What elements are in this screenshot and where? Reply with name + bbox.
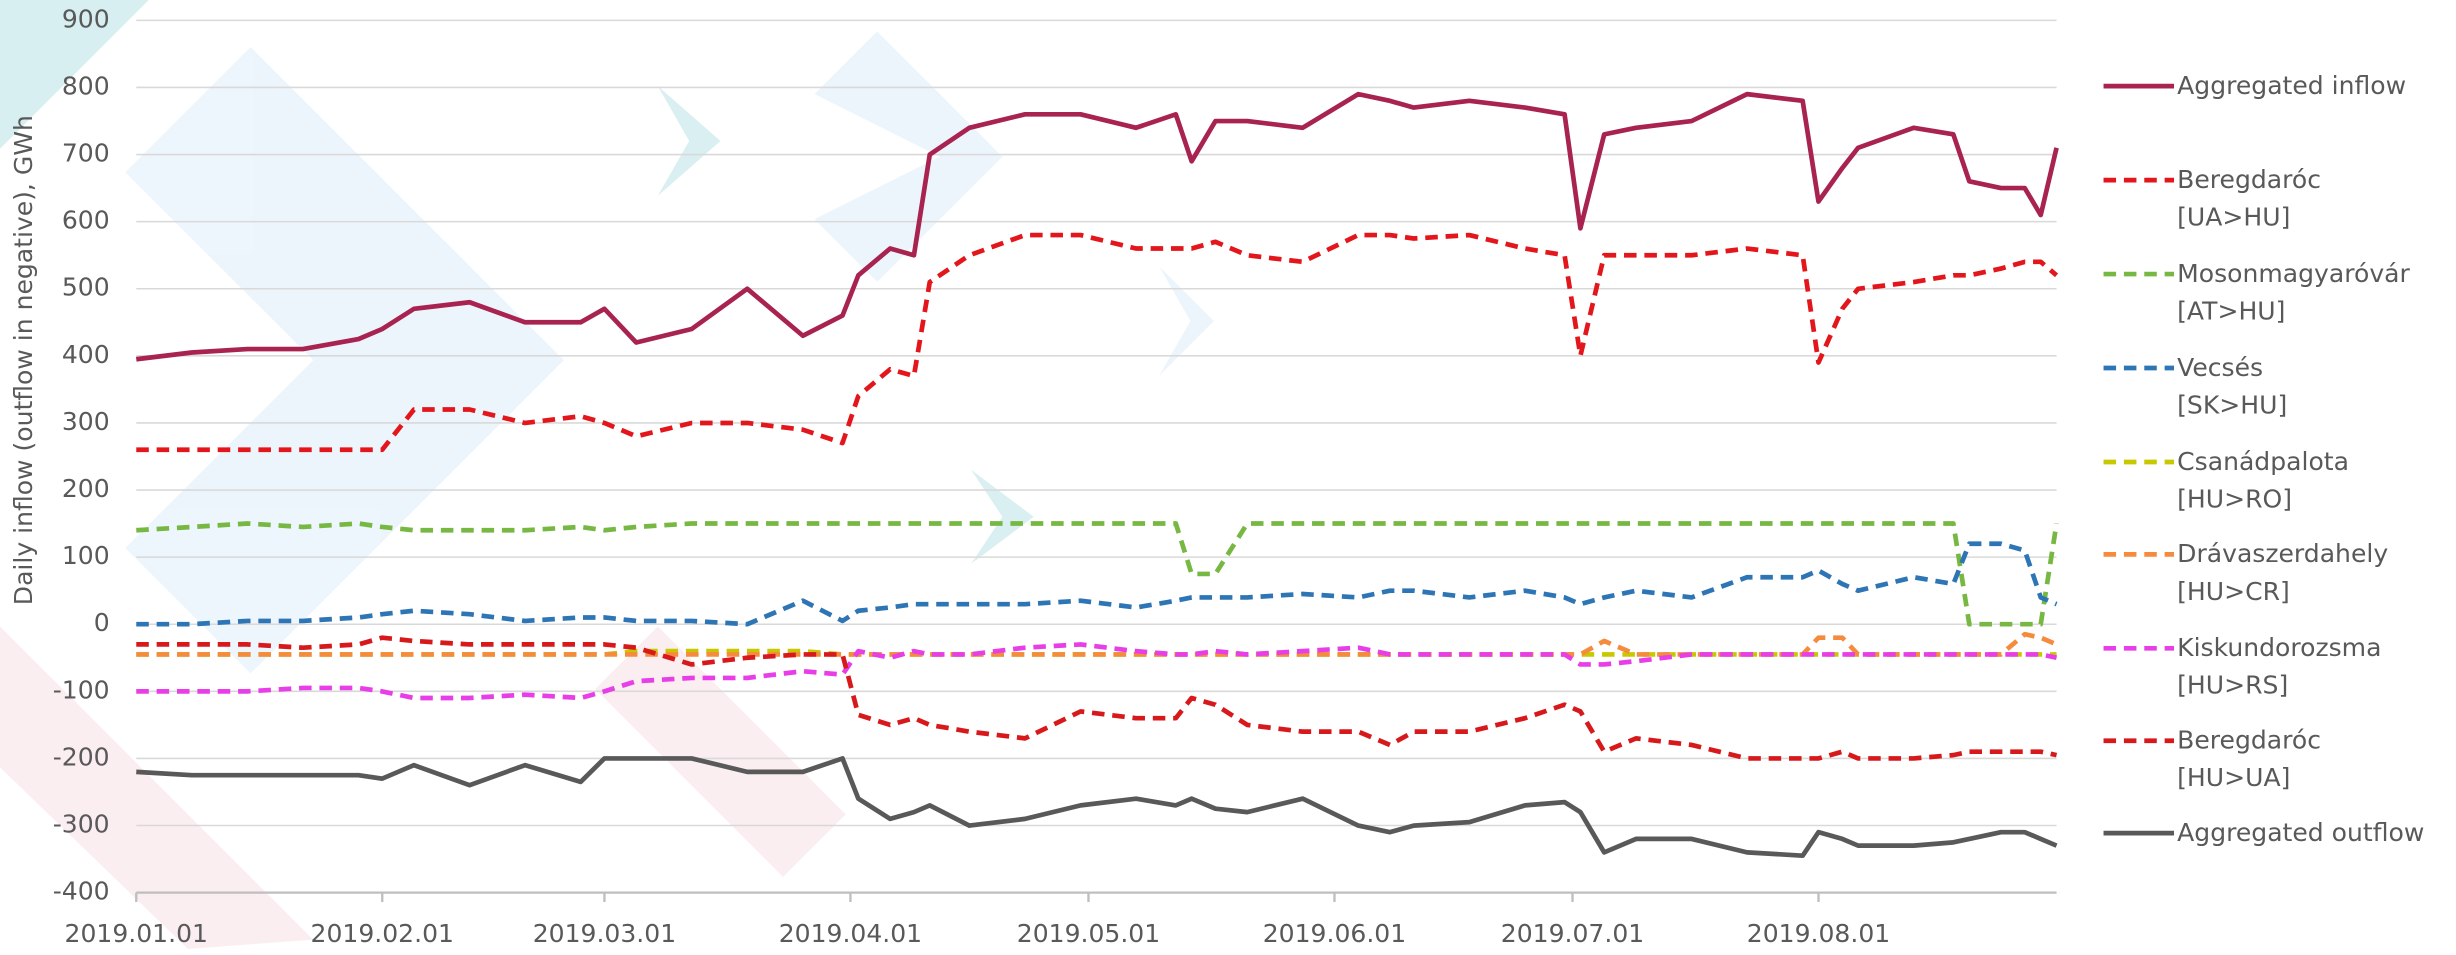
legend-item: Csanádpalota [HU>RO] bbox=[2099, 443, 2349, 518]
series-line bbox=[136, 541, 2058, 627]
legend-item: Beregdaróc [HU>UA] bbox=[2099, 722, 2321, 797]
legend-label: Kiskundorozsma [HU>RS] bbox=[2177, 632, 2382, 701]
legend-swatch bbox=[2103, 177, 2175, 183]
legend-label: Mosonmagyaróvár [AT>HU] bbox=[2177, 258, 2410, 326]
x-tick-label: 2019.02.01 bbox=[311, 919, 454, 948]
series-line bbox=[136, 756, 2058, 859]
legend-swatch bbox=[2103, 645, 2175, 651]
y-tick-label: 300 bbox=[62, 407, 110, 436]
series-line bbox=[135, 91, 2059, 362]
x-tick-label: 2019.03.01 bbox=[533, 919, 676, 948]
y-tick-label: 200 bbox=[62, 474, 110, 503]
y-tick-label: 400 bbox=[62, 340, 110, 369]
x-tick-label: 2019.08.01 bbox=[1747, 919, 1890, 948]
x-tick-label: 2019.06.01 bbox=[1263, 919, 1406, 948]
legend-item: Drávaszerdahely [HU>CR] bbox=[2099, 536, 2388, 611]
y-tick-label: -300 bbox=[53, 810, 110, 839]
legend-label: Vecsés [SK>HU] bbox=[2177, 352, 2288, 420]
y-tick-label: 800 bbox=[62, 71, 110, 100]
legend-item: Aggregated inflow bbox=[2099, 67, 2406, 105]
legend-label: Aggregated inflow bbox=[2177, 70, 2407, 101]
legend-label: Aggregated outflow bbox=[2177, 817, 2425, 848]
legend-swatch bbox=[2103, 552, 2175, 557]
legend-swatch bbox=[2103, 365, 2175, 371]
legend-label: Beregdaróc [HU>UA] bbox=[2177, 725, 2321, 793]
y-tick-label: -100 bbox=[53, 675, 110, 704]
y-tick-label: 100 bbox=[62, 541, 110, 570]
legend-swatch bbox=[2103, 459, 2175, 465]
legend-item: Vecsés [SK>HU] bbox=[2099, 349, 2287, 424]
y-tick-label: 900 bbox=[62, 4, 110, 33]
y-tick-label: 500 bbox=[62, 273, 110, 302]
series-line bbox=[136, 635, 2058, 761]
legend-swatch bbox=[2103, 830, 2175, 836]
y-axis-title: Daily inflow (outflow in negative), GWh bbox=[9, 115, 38, 605]
x-tick-label: 2019.07.01 bbox=[1501, 919, 1644, 948]
legend-item: Aggregated outflow bbox=[2099, 814, 2424, 852]
x-tick-label: 2019.04.01 bbox=[779, 919, 922, 948]
legend-item: Kiskundorozsma [HU>RS] bbox=[2099, 630, 2382, 705]
legend-item: Mosonmagyaróvár [AT>HU] bbox=[2099, 255, 2410, 330]
series-line bbox=[136, 521, 2059, 627]
y-tick-label: 700 bbox=[62, 139, 110, 168]
y-tick-label: 600 bbox=[62, 206, 110, 235]
x-tick-label: 2019.01.01 bbox=[65, 919, 208, 948]
series-line bbox=[136, 642, 2058, 701]
legend-swatch bbox=[2103, 738, 2175, 744]
background-decor bbox=[0, 0, 1214, 949]
legend-item: Beregdaróc [UA>HU] bbox=[2099, 161, 2321, 236]
y-tick-label: -400 bbox=[53, 877, 110, 906]
legend-label: Csanádpalota [HU>RO] bbox=[2177, 446, 2349, 514]
legend-label: Beregdaróc [UA>HU] bbox=[2177, 164, 2321, 232]
y-tick-label: 0 bbox=[94, 608, 110, 637]
legend-swatch bbox=[2103, 271, 2175, 277]
legend-swatch bbox=[2103, 83, 2175, 89]
series-line bbox=[136, 232, 2059, 453]
series-line bbox=[136, 631, 2058, 657]
x-tick-label: 2019.05.01 bbox=[1017, 919, 1160, 948]
y-tick-label: -200 bbox=[53, 742, 110, 771]
legend-label: Drávaszerdahely [HU>CR] bbox=[2177, 538, 2389, 607]
